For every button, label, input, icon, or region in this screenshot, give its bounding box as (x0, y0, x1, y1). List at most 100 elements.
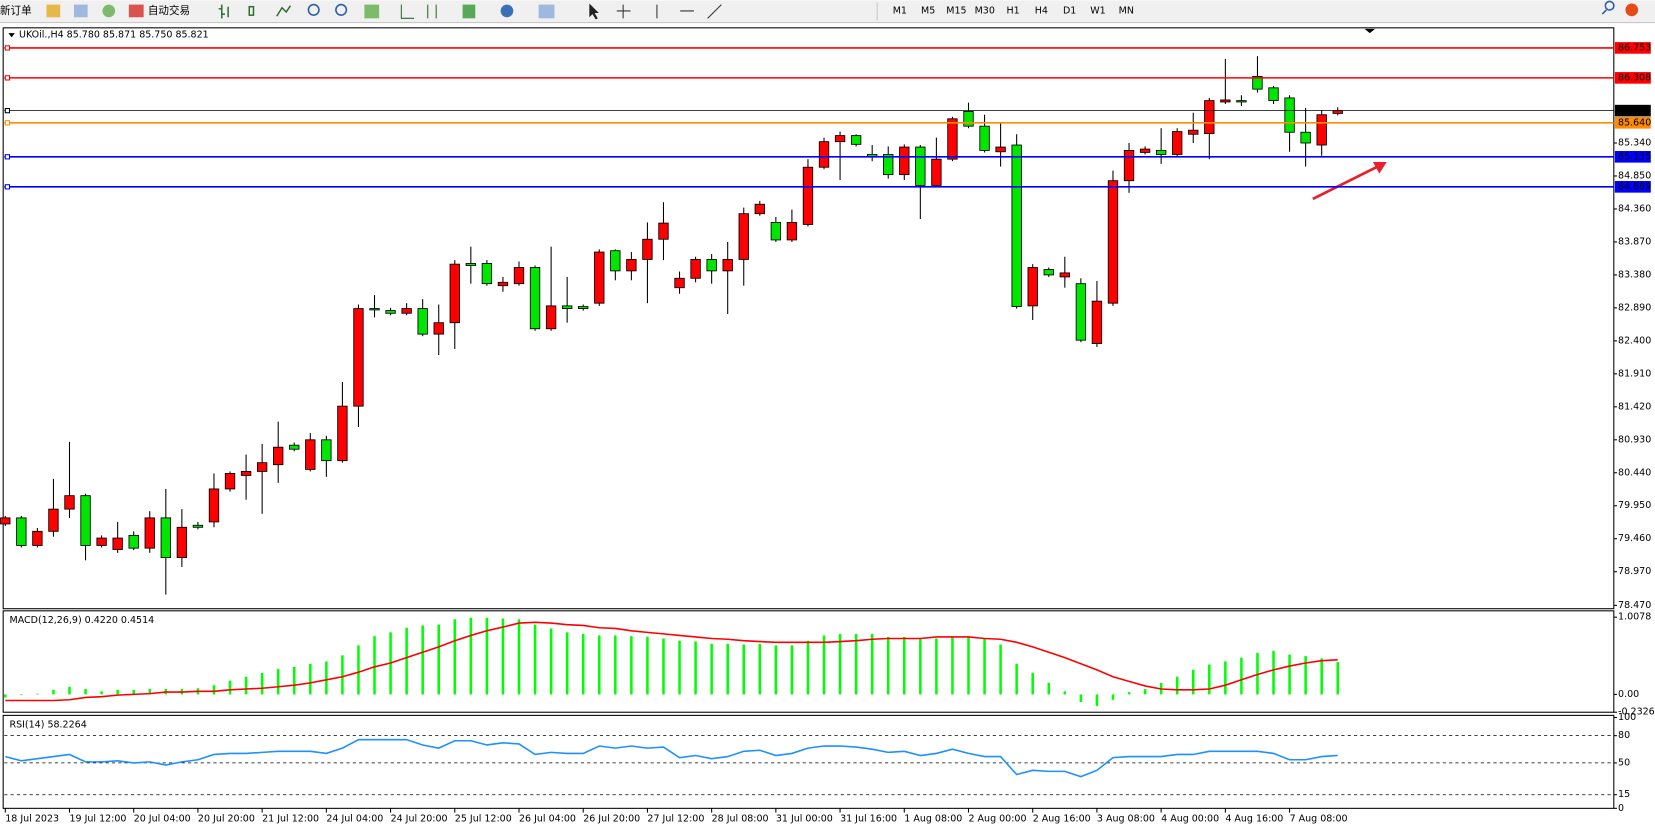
y-tick-label: 81.910 (1618, 368, 1651, 379)
candle-body (915, 146, 926, 186)
candle-body (1204, 100, 1215, 135)
histogram-bar (854, 633, 858, 695)
bar-chart-icon[interactable] (218, 4, 229, 19)
candle-body (545, 305, 557, 330)
tile-icon[interactable] (364, 4, 380, 19)
y-tick-label: 82.890 (1618, 302, 1651, 313)
histogram-bar (1288, 654, 1291, 695)
timeframe-button[interactable]: W1 (1090, 5, 1105, 16)
candle-body (931, 158, 942, 186)
icon[interactable] (73, 4, 88, 18)
x-tick-label: 2 Aug 16:00 (1033, 813, 1091, 824)
candle-body (1236, 100, 1247, 103)
candle-body (818, 141, 830, 168)
candle-body (1268, 87, 1279, 102)
histogram-bar (903, 636, 906, 695)
candle-body (658, 222, 669, 240)
zoom-out-icon[interactable] (335, 3, 348, 16)
histogram-bar (309, 663, 312, 695)
x-tick-label: 25 Jul 12:00 (455, 813, 512, 824)
histogram-bar (132, 689, 135, 695)
histogram-bar (838, 633, 842, 695)
line-chart-icon[interactable] (276, 5, 292, 17)
price-label-box (1614, 181, 1651, 193)
candle-body (706, 259, 717, 272)
price-label: 85.821 (1618, 105, 1651, 116)
cursor-icon[interactable] (589, 3, 599, 20)
y-tick-label: 80.440 (1618, 467, 1651, 478)
histogram-bar (1111, 694, 1115, 700)
y-tick-label: 81.420 (1618, 401, 1651, 412)
histogram-bar (1336, 662, 1339, 695)
candle-body (529, 267, 541, 330)
timeframe-button[interactable]: M5 (921, 5, 935, 16)
histogram-bar (1095, 694, 1099, 706)
histogram-bar (1031, 672, 1034, 695)
candle-body (176, 526, 188, 558)
x-tick-label: 20 Jul 20:00 (198, 813, 255, 824)
rsi-title: RSI(14) 58.2264 (10, 719, 87, 730)
histogram-bar (212, 685, 216, 695)
histogram-bar (228, 680, 232, 695)
periods-icon[interactable] (500, 4, 514, 18)
histogram-bar (614, 635, 617, 695)
price-chart-title: UKOil.,H4 85.780 85.871 85.750 85.821 (19, 30, 209, 41)
timeframe-button[interactable]: H1 (1006, 5, 1019, 16)
zoom-in-icon[interactable] (307, 3, 320, 16)
histogram-bar (325, 661, 328, 695)
timeframe-button[interactable]: D1 (1063, 5, 1076, 16)
timeframe-button[interactable]: M15 (946, 5, 966, 16)
histogram-bar (774, 645, 778, 695)
candle-body (256, 462, 268, 472)
timeframe-button[interactable]: MN (1119, 5, 1134, 16)
price-label-box (1614, 72, 1651, 84)
histogram-bar (1127, 692, 1131, 695)
candle-body (979, 125, 990, 151)
histogram-bar (84, 689, 87, 695)
candle-body (449, 263, 460, 324)
panel: 100 80 50 15 0 (4, 712, 1636, 814)
icon[interactable] (46, 4, 61, 18)
candle-body (738, 213, 749, 260)
histogram-bar (967, 636, 970, 695)
candle-body (594, 251, 605, 304)
drawing-tools[interactable] (616, 4, 722, 19)
histogram-bar (373, 636, 376, 695)
timeframe-button[interactable]: M30 (975, 5, 995, 16)
candle-body (674, 277, 685, 289)
auto-trading-button[interactable]: 自动交易 (148, 4, 190, 17)
y-tick-label: 79.460 (1618, 533, 1651, 544)
candle-body (1139, 148, 1151, 153)
toolbar-bg (0, 0, 1655, 23)
scroll-icons[interactable] (400, 4, 437, 19)
candle-body (850, 135, 862, 145)
x-tick-label: 20 Jul 04:00 (134, 813, 191, 824)
candle-body (513, 267, 525, 285)
panel: 85.340 84.850 84.360 83.870 83.380 82.890 82.4… (0, 42, 1651, 824)
candle-body (465, 263, 477, 266)
histogram-bar (549, 628, 553, 695)
auto-trading-icon[interactable] (128, 4, 144, 18)
search-icon[interactable] (1601, 0, 1615, 15)
candle-body (497, 281, 509, 287)
icon[interactable] (102, 4, 116, 18)
templates-icon[interactable] (538, 4, 555, 19)
notification-badge[interactable] (1625, 3, 1639, 17)
histogram-bar (4, 694, 7, 698)
candle-body (337, 405, 348, 462)
histogram-bar (694, 641, 697, 695)
histogram-bar (405, 627, 408, 695)
histogram-bar (1047, 682, 1051, 695)
toolbar: 新订单 自动交易 (0, 0, 1655, 24)
timeframe-button[interactable]: M1 (893, 5, 907, 16)
candle-icon[interactable] (248, 5, 255, 16)
candle-body (1316, 114, 1327, 146)
candle-body (561, 305, 573, 309)
histogram-bar (1304, 656, 1307, 695)
chart-frame (2, 27, 1615, 809)
new-order-button[interactable]: 新订单 (0, 4, 32, 17)
indicators-icon[interactable] (462, 4, 476, 19)
x-tick-label: 21 Jul 12:00 (262, 813, 319, 824)
timeframe-button[interactable]: H4 (1035, 5, 1048, 16)
